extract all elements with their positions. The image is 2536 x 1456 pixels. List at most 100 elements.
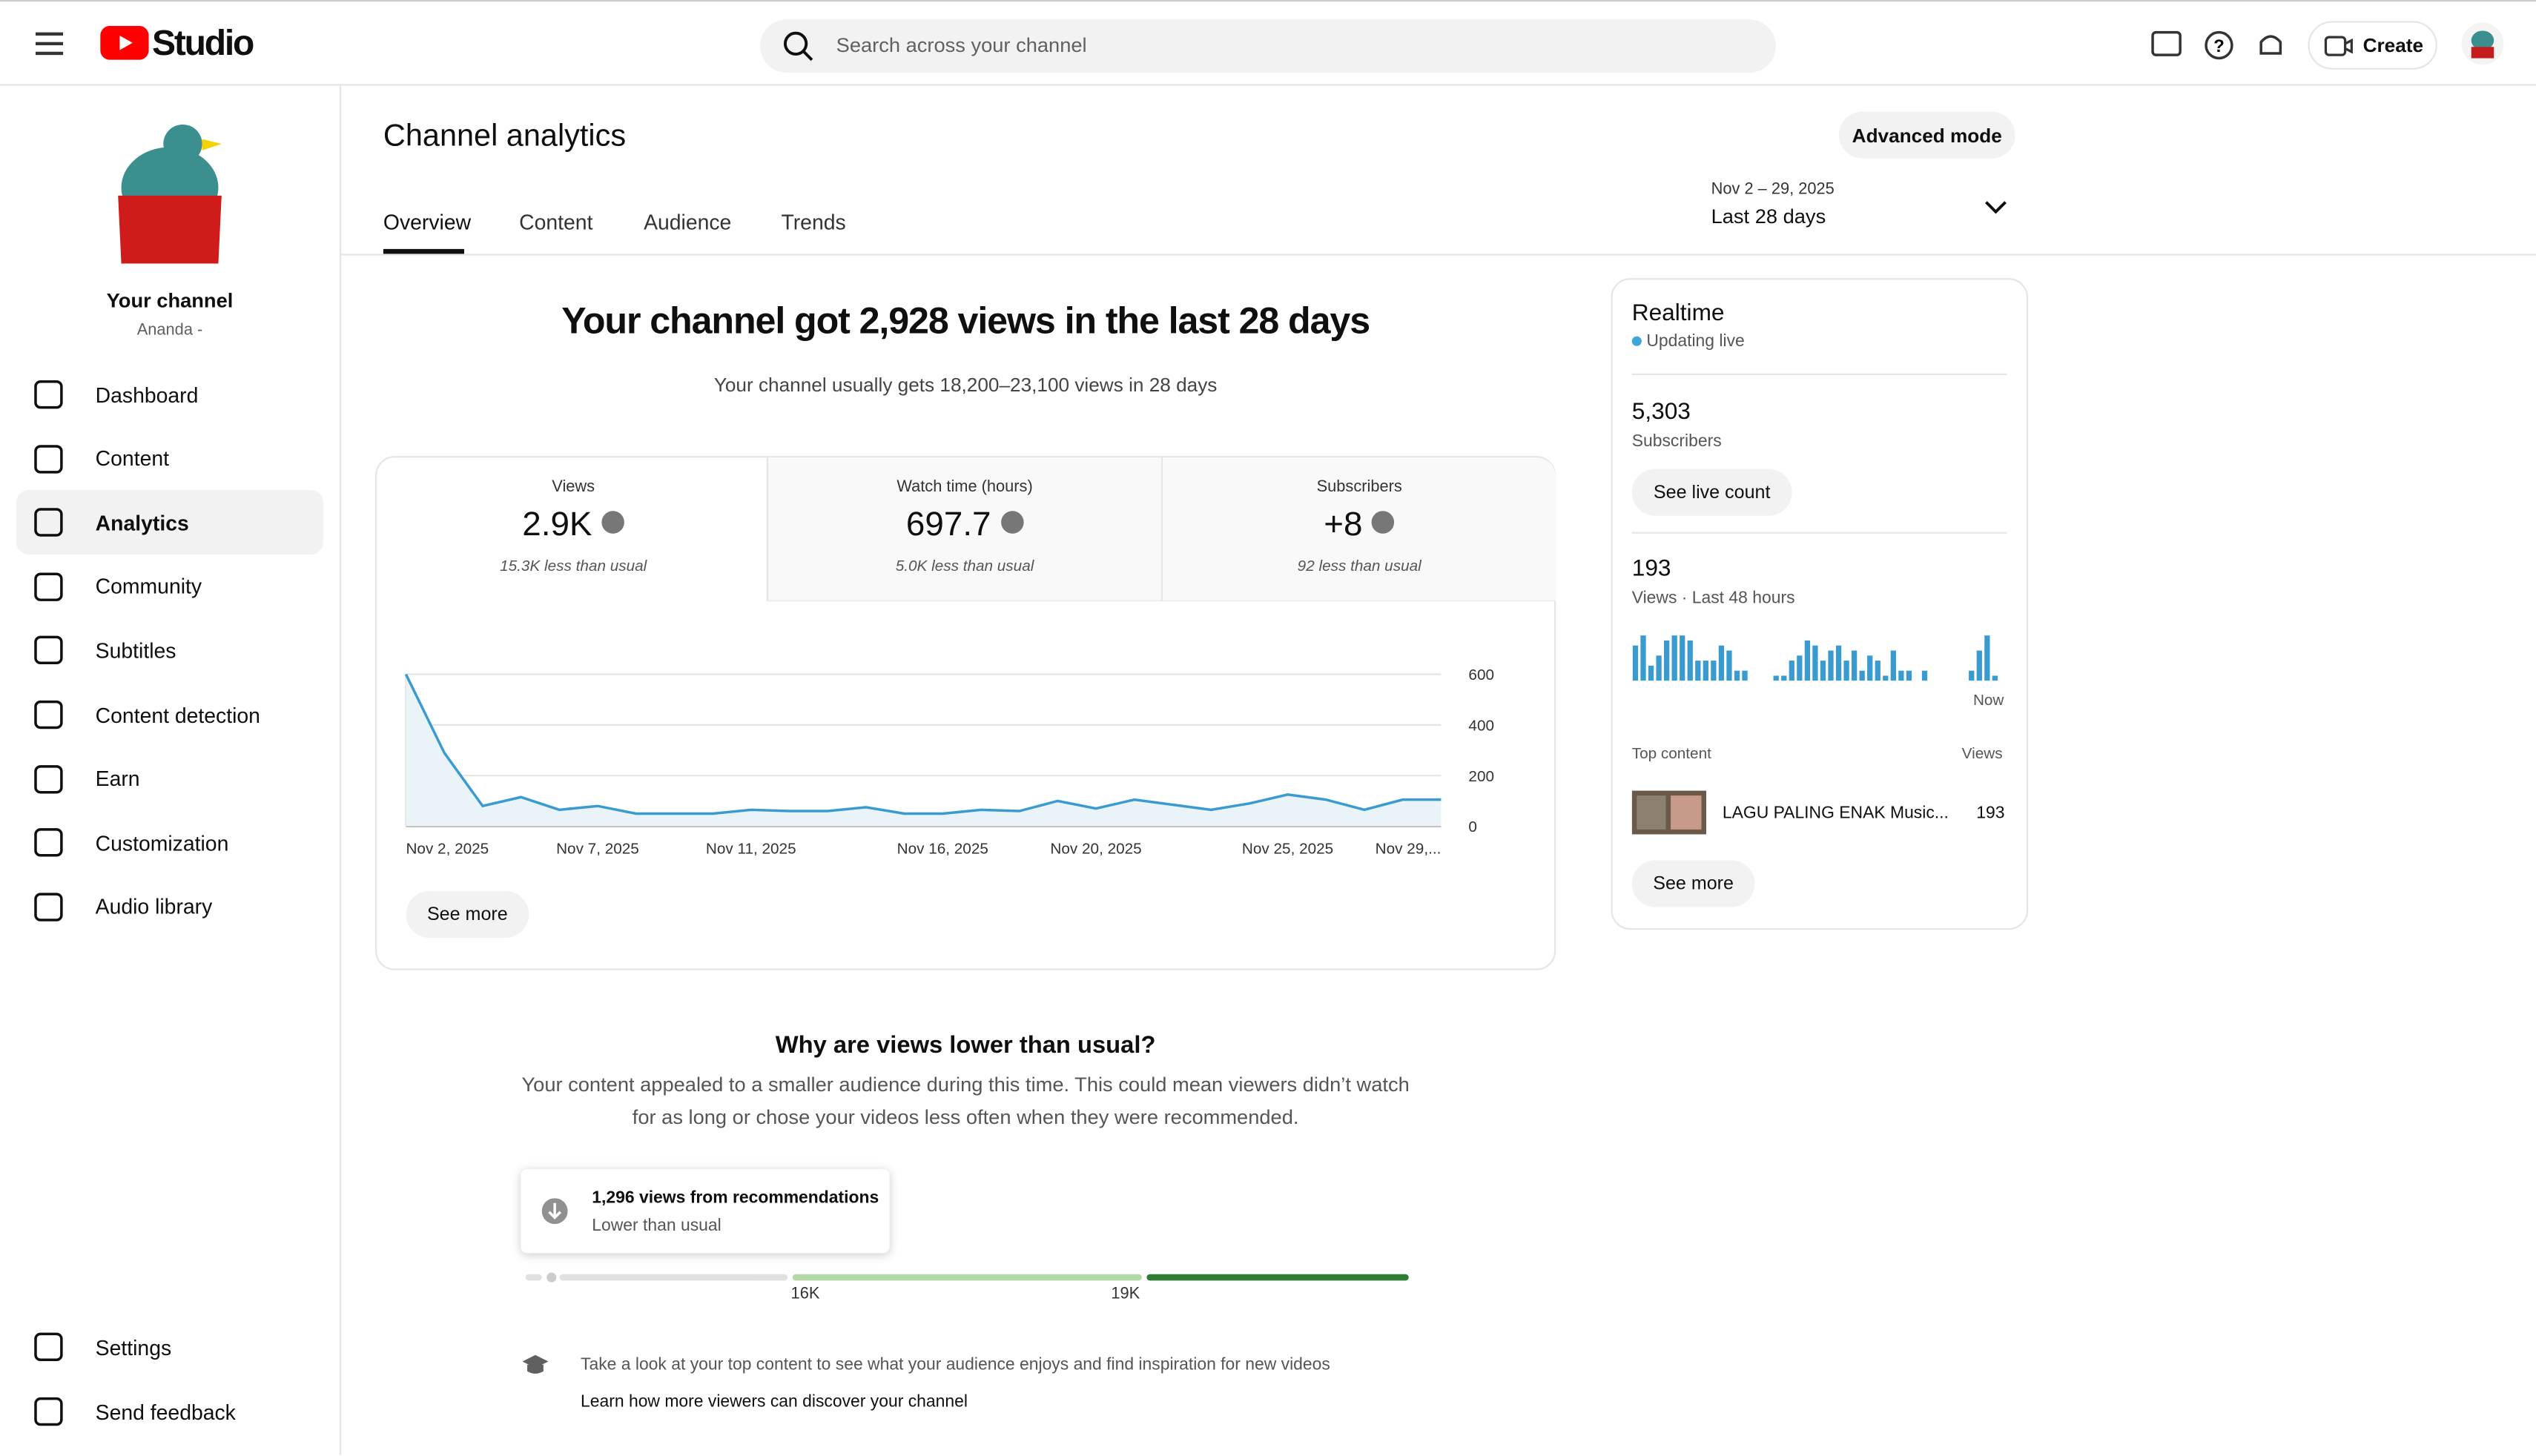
bar <box>1812 645 1818 681</box>
realtime-bars <box>1632 635 1998 681</box>
subscriber-label: Subscribers <box>1631 431 1722 451</box>
x-tick-label: Nov 11, 2025 <box>706 841 796 858</box>
nav-label: Audio library <box>95 894 213 919</box>
tab[interactable]: Trends <box>781 210 846 235</box>
sidebar: Your channel Ananda - Dashboard Content An… <box>0 85 342 1455</box>
search-box[interactable]: Search across your channel <box>760 19 1776 73</box>
logo-text[interactable]: Studio <box>152 22 254 64</box>
video-thumbnail[interactable] <box>1631 790 1707 835</box>
nav-label: Earn <box>95 767 140 791</box>
tab[interactable]: Audience <box>644 210 732 235</box>
bar <box>1890 650 1896 681</box>
create-icon <box>2324 36 2353 56</box>
tab[interactable]: Overview <box>383 210 472 235</box>
nav-item[interactable]: Settings <box>16 1314 323 1379</box>
nav-item[interactable]: Content detection <box>16 682 323 747</box>
bar <box>1640 635 1646 681</box>
search-icon <box>783 31 813 62</box>
bar <box>1718 645 1725 681</box>
down-icon <box>541 1198 568 1225</box>
bar <box>1695 661 1701 681</box>
nav-item[interactable]: Customization <box>16 810 323 875</box>
area <box>406 674 1442 827</box>
metric-tab[interactable]: Subscribers +8 92 less than usual <box>1161 457 1556 602</box>
nav-item[interactable]: Send feedback <box>16 1379 323 1443</box>
live-count-button[interactable]: See live count <box>1631 469 1792 516</box>
dropdown-icon[interactable] <box>1984 199 2007 215</box>
bar <box>1843 661 1849 681</box>
create-button[interactable]: Create <box>2308 21 2437 70</box>
divider <box>1631 532 2007 534</box>
bar <box>1859 670 1865 681</box>
down-icon <box>1000 512 1024 535</box>
tip-link[interactable]: Learn how more viewers can discover your… <box>581 1392 968 1412</box>
metric-tab[interactable]: Watch time (hours) 697.7 5.0K less than us… <box>766 457 1162 602</box>
down-icon <box>1372 512 1396 535</box>
x-tick-label: Nov 16, 2025 <box>897 841 988 858</box>
header-icons[interactable]: ? <box>2151 29 2296 62</box>
nav-icon <box>34 572 63 601</box>
metric-value: 2.9K <box>522 506 592 543</box>
down-icon <box>601 512 625 535</box>
metric-label: Watch time (hours) <box>896 478 1033 497</box>
bar <box>1906 670 1912 681</box>
bar <box>1883 675 1889 681</box>
x-tick-label: Nov 2, 2025 <box>406 841 489 858</box>
nav-item[interactable]: Analytics <box>16 490 324 555</box>
bar <box>1734 670 1740 681</box>
nav-item[interactable]: Dashboard <box>16 363 323 427</box>
see-more-button[interactable]: See more <box>406 890 529 939</box>
views-column: Views <box>1961 745 2003 764</box>
tip-icon <box>522 1354 549 1374</box>
metric-value: +8 <box>1324 506 1363 543</box>
nav-label: Content <box>95 446 170 471</box>
x-tick-label: Nov 7, 2025 <box>556 841 639 858</box>
see-more-button[interactable]: See more <box>1631 860 1755 907</box>
channel-handle: Ananda - <box>136 322 203 340</box>
nav-label: Settings <box>95 1334 172 1360</box>
bar <box>1851 650 1858 681</box>
callout-sub: Lower than usual <box>592 1216 721 1236</box>
nav-item[interactable]: Subtitles <box>16 618 323 683</box>
range-label: 16K <box>790 1285 820 1303</box>
date-label[interactable]: Last 28 days <box>1711 205 1826 228</box>
nav-icon <box>34 764 63 793</box>
bar <box>1726 650 1732 681</box>
avatar[interactable] <box>2460 21 2505 66</box>
why-text: for as long or chose your videos less of… <box>632 1105 1299 1129</box>
nav-icon <box>34 444 63 473</box>
nav-label: Analytics <box>95 510 189 535</box>
nav-item[interactable]: Audio library <box>16 875 323 939</box>
bar <box>1921 670 1928 681</box>
bar <box>1656 655 1662 681</box>
nav-icon <box>34 892 63 921</box>
nav-item[interactable]: Earn <box>16 747 323 811</box>
bar <box>1711 661 1717 681</box>
date-range[interactable]: Nov 2 – 29, 2025 <box>1711 181 1835 199</box>
video-title[interactable]: LAGU PALING ENAK Music... <box>1722 804 1949 824</box>
nav-icon <box>34 828 63 857</box>
realtime-title: Realtime <box>1631 300 1725 327</box>
search-placeholder: Search across your channel <box>836 33 1087 57</box>
nav-item[interactable]: Community <box>16 555 323 619</box>
channel-avatar[interactable] <box>105 115 234 268</box>
nav-item[interactable]: Content <box>16 426 323 491</box>
nav-icon <box>34 636 63 665</box>
divider <box>1631 373 2007 376</box>
bar <box>1671 635 1677 681</box>
nav-label: Community <box>95 574 202 599</box>
bar <box>1687 640 1693 681</box>
range-bar <box>525 1272 1409 1283</box>
advanced-mode-button[interactable]: Advanced mode <box>1838 111 2015 159</box>
metrics-card <box>375 456 1556 970</box>
y-tick-label: 200 <box>1468 768 1494 785</box>
metric-tab[interactable]: Views 2.9K 15.3K less than usual <box>377 457 770 600</box>
logo-icon[interactable] <box>100 25 149 60</box>
menu-icon[interactable] <box>35 30 65 56</box>
nav-label: Subtitles <box>95 638 176 664</box>
y-tick-label: 600 <box>1468 666 1494 684</box>
bar <box>1984 635 1990 681</box>
tab[interactable]: Content <box>519 210 593 235</box>
